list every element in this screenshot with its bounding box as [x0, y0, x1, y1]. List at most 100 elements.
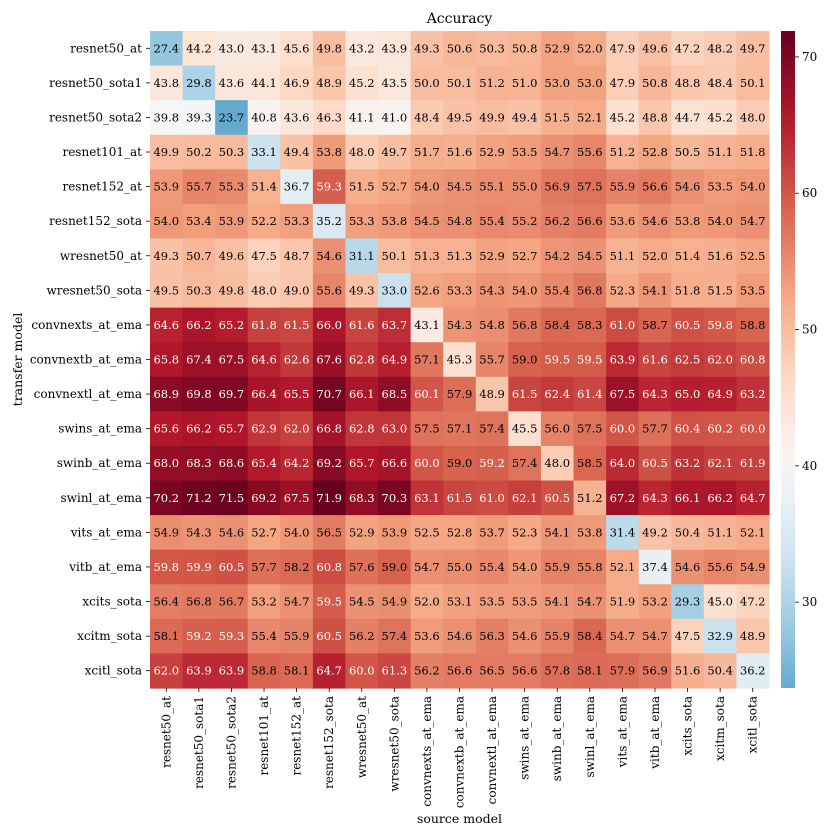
heatmap-cell: [280, 411, 314, 447]
cell-value-label: 66.1: [349, 387, 375, 401]
cell-value-label: 56.9: [544, 180, 570, 194]
cell-value-label: 50.4: [707, 664, 733, 678]
heatmap-cell: [573, 376, 607, 412]
cell-value-label: 62.4: [544, 387, 570, 401]
cell-value-label: 53.0: [577, 76, 603, 90]
heatmap-cell: [150, 445, 184, 482]
heatmap-cell: [736, 618, 770, 655]
heatmap-cell: [671, 653, 705, 689]
cell-value-label: 60.5: [219, 560, 245, 574]
colorbar-tick-label: 60: [802, 186, 817, 200]
heatmap-cell: [443, 480, 477, 516]
heatmap-cell: [247, 515, 281, 551]
cell-value-label: 65.7: [219, 422, 245, 436]
cell-value-label: 67.2: [610, 491, 636, 505]
cell-value-label: 49.5: [447, 110, 473, 124]
heatmap-cell: [573, 653, 607, 689]
heatmap-cell: [215, 65, 249, 101]
heatmap-cell: [573, 584, 607, 620]
cell-value-label: 55.6: [707, 560, 733, 574]
heatmap-cell: [215, 203, 249, 240]
cell-value-label: 52.8: [642, 145, 668, 159]
cell-value-label: 59.0: [512, 353, 538, 367]
heatmap-cell: [540, 515, 575, 551]
heatmap-cell: [573, 445, 607, 482]
cell-value-label: 64.6: [153, 318, 179, 332]
cell-value-label: 55.9: [544, 560, 570, 574]
heatmap-cell: [638, 584, 672, 620]
heatmap-cell: [312, 238, 347, 274]
heatmap-cell: [150, 480, 184, 516]
cell-value-label: 66.2: [186, 422, 212, 436]
cell-value-label: 63.9: [219, 664, 245, 678]
cell-value-label: 54.0: [707, 214, 733, 228]
cell-value-label: 45.2: [707, 110, 733, 124]
heatmap-cell: [508, 273, 542, 309]
cell-value-label: 43.9: [382, 41, 408, 55]
heatmap-cell: [443, 307, 477, 343]
cell-value-label: 64.6: [251, 353, 277, 367]
heatmap-cells: 27.4 44.2 43.0 43.1 45.6 49.8 43.2 43.9 49.3 50.6…: [150, 31, 770, 689]
heatmap-cell: [443, 445, 477, 482]
heatmap-cell: [378, 376, 412, 412]
heatmap-cell: [312, 342, 347, 378]
heatmap-cell: [345, 549, 379, 585]
cell-value-label: 51.6: [707, 249, 733, 263]
cell-value-label: 59.5: [544, 353, 570, 367]
heatmap-cell: [247, 31, 281, 67]
x-tick-label: swinl_at_ema: [583, 696, 597, 777]
y-tick-label: resnet152_at: [62, 180, 142, 194]
heatmap-cell: [443, 273, 477, 309]
heatmap-cell: [150, 65, 184, 101]
heatmap-cell: [247, 584, 281, 620]
heatmap-cell: [606, 273, 640, 309]
cell-value-label: 58.1: [153, 629, 179, 643]
heatmap-cell: [736, 238, 770, 274]
heatmap-cell: [671, 100, 705, 136]
heatmap-cell: [508, 376, 542, 412]
heatmap-cell: [312, 31, 347, 67]
heatmap-cell: [606, 549, 640, 585]
heatmap-cell: [378, 238, 412, 274]
heatmap-cell: [443, 65, 477, 101]
y-tick-label: convnextl_at_ema: [34, 387, 142, 401]
cell-value-label: 54.8: [479, 318, 505, 332]
cell-value-label: 47.5: [251, 249, 277, 263]
x-tick-label: convnexts_at_ema: [420, 696, 434, 807]
cell-value-label: 55.9: [610, 180, 636, 194]
heatmap-cell: [638, 238, 672, 274]
heatmap-cell: [150, 549, 184, 585]
cell-value-label: 53.5: [479, 595, 505, 609]
cell-value-label: 64.3: [642, 491, 668, 505]
heatmap-cell: [247, 203, 281, 240]
heatmap-cell: [150, 584, 184, 620]
cell-value-label: 51.0: [512, 76, 538, 90]
cell-value-label: 59.8: [707, 318, 733, 332]
cell-value-label: 43.6: [219, 76, 245, 90]
cell-value-label: 55.4: [479, 214, 505, 228]
cell-value-label: 54.6: [675, 560, 701, 574]
cell-value-label: 62.8: [349, 353, 375, 367]
heatmap-cell: [182, 307, 216, 343]
x-tick-label: wresnet50_sota: [387, 696, 401, 792]
cell-value-label: 52.6: [414, 283, 440, 297]
cell-value-label: 59.5: [316, 595, 342, 609]
cell-value-label: 55.7: [479, 353, 505, 367]
cell-value-label: 54.1: [642, 283, 668, 297]
cell-value-label: 55.4: [479, 560, 505, 574]
cell-value-label: 41.1: [349, 110, 375, 124]
heatmap-cell: [508, 445, 542, 482]
cell-value-label: 57.9: [610, 664, 636, 678]
cell-value-label: 58.7: [642, 318, 668, 332]
heatmap-cell: [247, 134, 281, 170]
cell-value-label: 57.1: [447, 422, 473, 436]
heatmap-cell: [280, 445, 314, 482]
x-tick-label: swinb_at_ema: [550, 696, 564, 781]
y-tick-label: resnet50_at: [70, 41, 142, 55]
cell-value-label: 56.5: [479, 664, 505, 678]
cell-value-label: 46.3: [316, 110, 342, 124]
cell-value-label: 29.8: [186, 76, 212, 90]
cell-value-label: 56.9: [642, 664, 668, 678]
cell-value-label: 54.0: [414, 180, 440, 194]
cell-value-label: 57.7: [251, 560, 277, 574]
